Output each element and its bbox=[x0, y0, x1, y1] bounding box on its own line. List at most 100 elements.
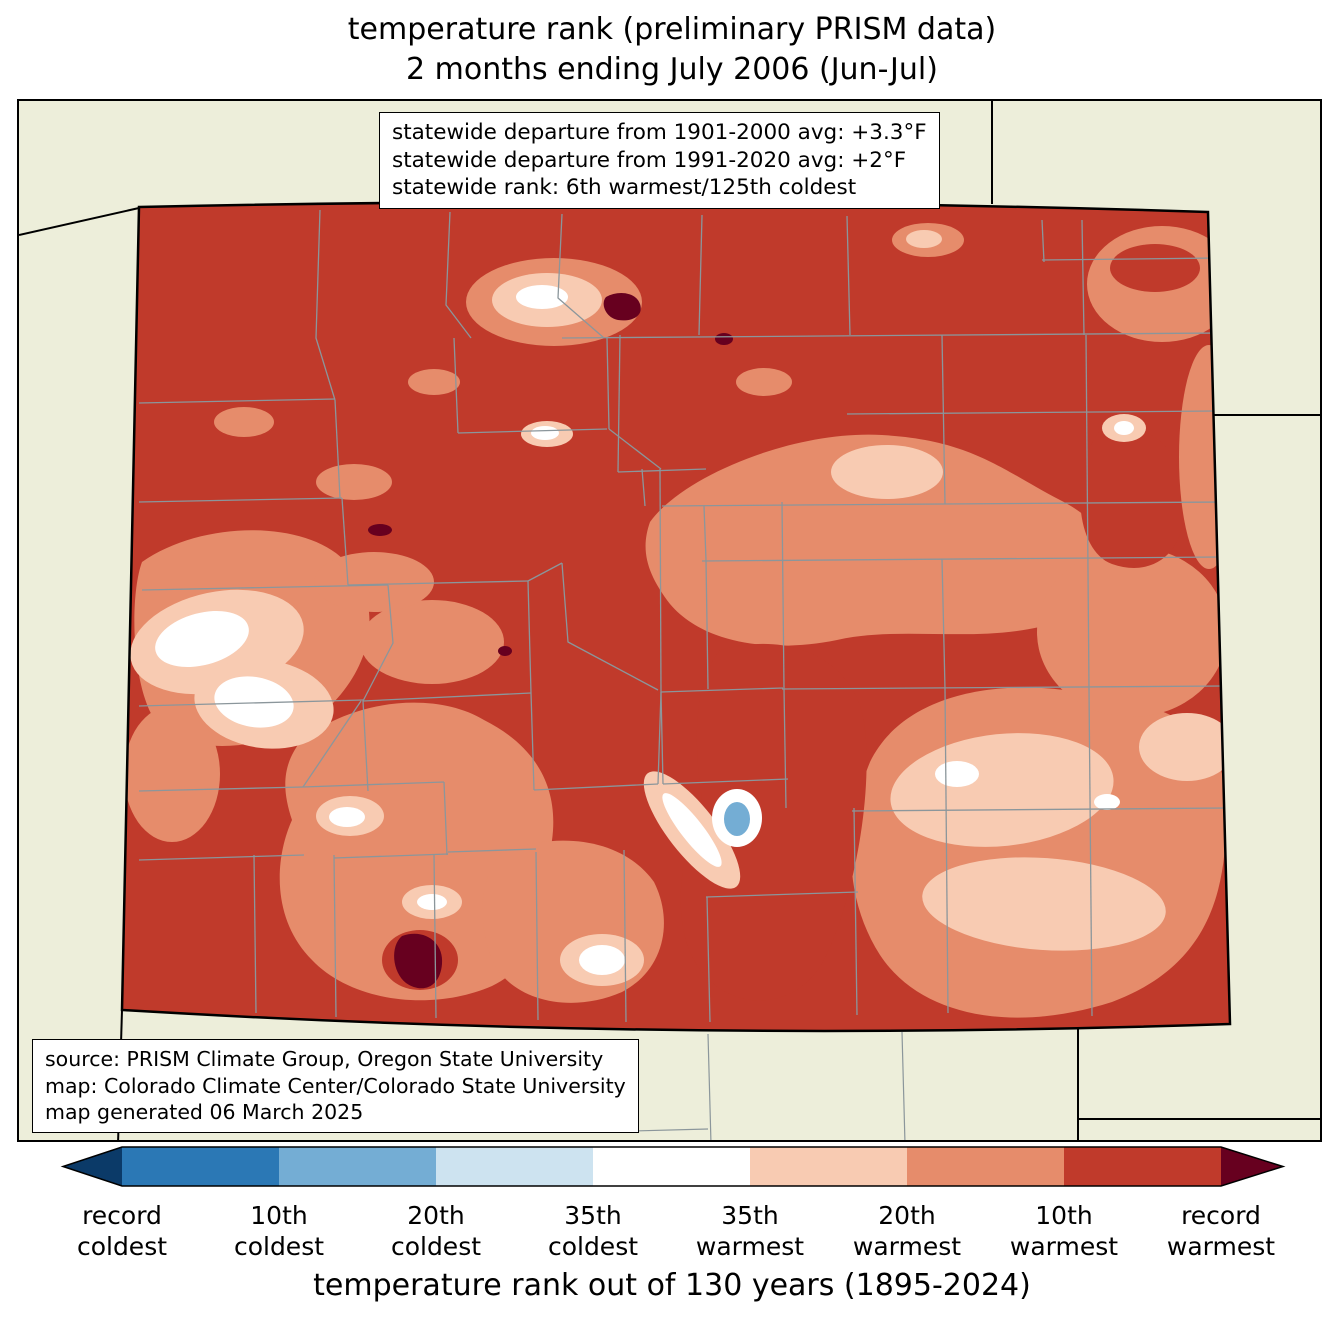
white-region bbox=[214, 676, 294, 728]
county-line bbox=[443, 781, 448, 856]
pink-region bbox=[831, 445, 943, 499]
title-line-1: temperature rank (preliminary PRISM data… bbox=[347, 12, 997, 47]
label-bottom: coldest bbox=[76, 1232, 168, 1261]
label-top: record bbox=[82, 1201, 162, 1230]
county-line bbox=[347, 580, 529, 586]
colorbar: record coldest 10th coldest 20th coldest… bbox=[0, 1142, 1344, 1332]
county-line bbox=[781, 501, 785, 690]
county-line bbox=[781, 685, 1227, 690]
county-line bbox=[362, 584, 394, 702]
county-line bbox=[707, 1033, 712, 1140]
colorbar-caption: temperature rank out of 130 years (1895-… bbox=[313, 1268, 1031, 1303]
county-line bbox=[138, 398, 336, 404]
county-line bbox=[362, 692, 532, 702]
county-line bbox=[561, 332, 1221, 339]
neighbor-border bbox=[19, 207, 140, 236]
white-region bbox=[329, 807, 365, 827]
colorbar-outline bbox=[60, 1146, 1286, 1187]
maroon-spot bbox=[368, 524, 392, 536]
stats-box: statewide departure from 1901-2000 avg: … bbox=[379, 112, 940, 209]
label-top: 35th bbox=[564, 1201, 622, 1230]
county-line bbox=[853, 807, 858, 1016]
county-line bbox=[530, 692, 535, 791]
county-line bbox=[641, 468, 646, 507]
county-line bbox=[138, 854, 305, 861]
red-region bbox=[1110, 244, 1200, 292]
label-top: 20th bbox=[878, 1201, 936, 1230]
white-region bbox=[516, 285, 568, 309]
figure-title: temperature rank (preliminary PRISM data… bbox=[0, 10, 1344, 90]
label-top: 20th bbox=[407, 1201, 465, 1230]
white-region bbox=[1114, 421, 1134, 435]
county-line bbox=[662, 778, 789, 785]
county-line bbox=[944, 688, 949, 1014]
label-bottom: warmest bbox=[1009, 1232, 1119, 1261]
county-line bbox=[608, 428, 662, 470]
county-line bbox=[660, 687, 784, 693]
county-line bbox=[315, 209, 336, 401]
salmon-region bbox=[645, 434, 1115, 646]
colorbar-label-35th-coldest: 35th coldest bbox=[503, 1200, 683, 1262]
county-line bbox=[457, 428, 608, 434]
maroon-spot bbox=[715, 333, 733, 345]
label-top: 10th bbox=[250, 1201, 308, 1230]
label-bottom: coldest bbox=[547, 1232, 639, 1261]
white-region bbox=[1094, 794, 1120, 810]
colorbar-record-warmest-arrow bbox=[1221, 1147, 1283, 1186]
label-bottom: warmest bbox=[1166, 1232, 1276, 1261]
county-line bbox=[334, 399, 341, 499]
salmon-region bbox=[408, 369, 460, 395]
county-line bbox=[705, 559, 709, 690]
county-line bbox=[1041, 257, 1221, 261]
rank-middle-regions bbox=[155, 285, 1134, 975]
colorbar-segment-warmest-35th bbox=[750, 1147, 907, 1186]
county-line bbox=[846, 215, 851, 336]
salmon-region bbox=[124, 706, 220, 842]
county-line bbox=[333, 854, 337, 1018]
maroon-spot bbox=[394, 933, 443, 989]
county-line bbox=[657, 691, 662, 785]
salmon-region bbox=[316, 464, 392, 500]
maroon-spot bbox=[603, 292, 641, 321]
colorbar-segment-coldest-20th bbox=[279, 1147, 436, 1186]
colorbar-segment-coldest-35th bbox=[436, 1147, 593, 1186]
county-line bbox=[302, 700, 362, 788]
stats-line-departure-1991: statewide departure from 1991-2020 avg: … bbox=[392, 147, 907, 173]
county-line bbox=[535, 851, 539, 1021]
colorbar-label-record-coldest: record coldest bbox=[32, 1200, 212, 1262]
county-line bbox=[557, 213, 605, 339]
generated-date-line: map generated 06 March 2025 bbox=[45, 1100, 364, 1124]
county-line bbox=[362, 700, 369, 792]
salmon-region bbox=[214, 407, 274, 437]
county-line bbox=[341, 497, 349, 586]
salmon-region bbox=[360, 600, 504, 684]
maroon-spot bbox=[498, 646, 512, 656]
county-line bbox=[661, 501, 1223, 507]
label-bottom: coldest bbox=[233, 1232, 325, 1261]
salmon-region bbox=[314, 552, 434, 612]
title-line-2: 2 months ending July 2006 (Jun-Jul) bbox=[406, 52, 938, 87]
stats-line-rank: statewide rank: 6th warmest/125th coldes… bbox=[392, 175, 857, 200]
county-line bbox=[901, 1031, 906, 1140]
county-line bbox=[617, 468, 707, 473]
county-line bbox=[453, 337, 459, 434]
label-bottom: warmest bbox=[695, 1232, 805, 1261]
label-bottom: coldest bbox=[390, 1232, 482, 1261]
county-line bbox=[141, 584, 389, 591]
county-line bbox=[941, 558, 946, 690]
salmon-region bbox=[1037, 547, 1227, 717]
colorbar-label-record-warmest: record warmest bbox=[1131, 1200, 1311, 1262]
white-region bbox=[155, 610, 249, 668]
white-region bbox=[579, 945, 625, 975]
label-top: record bbox=[1181, 1201, 1261, 1230]
label-top: 35th bbox=[721, 1201, 779, 1230]
county-line bbox=[783, 688, 787, 809]
white-region bbox=[935, 761, 979, 787]
county-line bbox=[705, 891, 859, 898]
pink-region bbox=[1139, 713, 1230, 781]
colorbar-segment-coldest-10th bbox=[122, 1147, 279, 1186]
county-line bbox=[253, 854, 257, 1014]
colorbar-segment-warmest-20th bbox=[907, 1147, 1064, 1186]
county-boundaries bbox=[138, 209, 1230, 1023]
map-credit-line: map: Colorado Climate Center/Colorado St… bbox=[45, 1073, 626, 1098]
